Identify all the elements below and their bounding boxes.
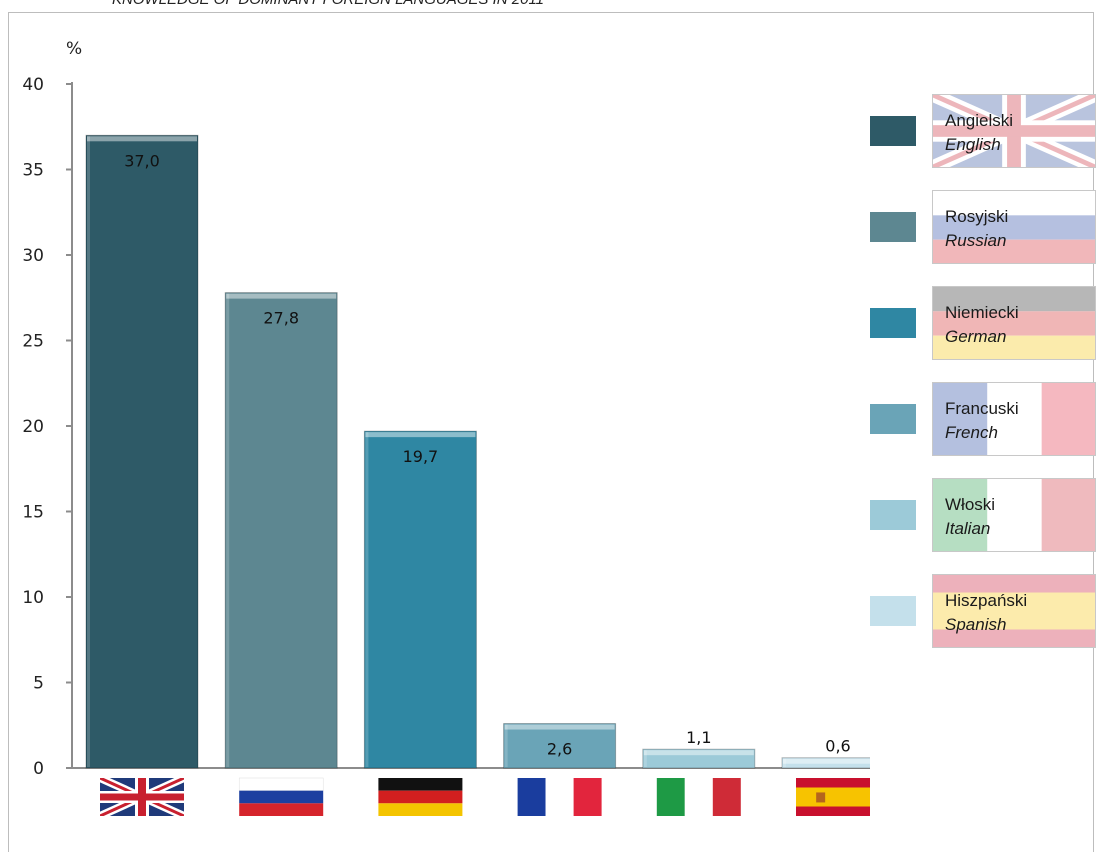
bar-value-label: 1,1	[686, 728, 711, 747]
y-tick-label: 10	[22, 588, 44, 608]
legend-polish-label: Niemiecki	[945, 303, 1019, 322]
uk-flag-icon	[100, 778, 184, 816]
legend-english-label: French	[945, 423, 998, 442]
bar-włoski	[642, 748, 756, 769]
y-tick-label: 40	[22, 75, 44, 95]
legend-item-spanish: Hiszpański Spanish	[870, 574, 1096, 650]
legend-polish-label: Włoski	[945, 495, 996, 514]
legend-label-box: Angielski English	[932, 94, 1096, 168]
legend-swatch	[870, 596, 916, 626]
legend-polish-label: Rosyjski	[945, 207, 1009, 226]
y-tick-label: 0	[33, 759, 44, 779]
bar-value-label: 27,8	[263, 309, 299, 328]
legend-polish-label: Angielski	[945, 111, 1014, 130]
russia-flag-icon	[933, 191, 1095, 263]
y-tick-label: 20	[22, 417, 44, 437]
spain-flag-icon	[933, 575, 1095, 647]
legend-english-label: Russian	[945, 231, 1007, 250]
bar-niemiecki	[363, 430, 477, 769]
y-tick-label: 25	[22, 332, 44, 352]
bar-body	[503, 723, 617, 769]
bar-bevel	[643, 750, 754, 756]
legend-label-box: Włoski Italian	[932, 478, 1096, 552]
y-tick-label: 5	[33, 674, 44, 694]
legend-label-box: Francuski French	[932, 382, 1096, 456]
y-tick-label: 35	[22, 161, 44, 181]
bar-body	[781, 757, 870, 769]
bar-chart: % 0 5 10 15 20 25 30 35 40 37,0 27,8 19,7 2,6 1,1 0,6	[22, 39, 870, 816]
legend-label-box: Hiszpański Spanish	[932, 574, 1096, 648]
italy-flag-icon	[656, 778, 741, 816]
legend-polish-label: Francuski	[945, 399, 1019, 418]
bar-value-label: 2,6	[547, 740, 572, 759]
y-tick-label: 30	[22, 246, 44, 266]
legend-swatch	[870, 404, 916, 434]
legend-label-box: Rosyjski Russian	[932, 190, 1096, 264]
bar-highlight	[226, 293, 230, 767]
legend-text: Hiszpański Spanish	[945, 589, 1027, 637]
legend-text: Francuski French	[945, 397, 1019, 445]
legend-text: Angielski English	[945, 109, 1013, 157]
bar-value-label: 37,0	[124, 151, 160, 170]
legend-english-label: Italian	[945, 519, 991, 538]
y-axis-unit-label: %	[66, 39, 82, 59]
bar-bevel	[365, 432, 476, 438]
legend-item-german: Niemiecki German	[870, 286, 1096, 362]
legend-english-label: English	[945, 135, 1001, 154]
legend-item-russian: Rosyjski Russian	[870, 190, 1096, 266]
legend-text: Niemiecki German	[945, 301, 1019, 349]
chart-caption: KNOWLEDGE OF DOMINANT FOREIGN LANGUAGES …	[112, 0, 544, 8]
legend-swatch	[870, 308, 916, 338]
bar-rosyjski	[224, 292, 338, 769]
germany-flag-icon	[378, 778, 463, 816]
bar-body	[363, 430, 477, 769]
legend-english-label: Spanish	[945, 615, 1007, 634]
russia-flag-icon	[238, 777, 324, 816]
italy-flag-icon	[933, 479, 1095, 551]
germany-flag-icon	[933, 287, 1095, 359]
bar-body	[224, 292, 338, 769]
uk-flag-icon	[933, 95, 1095, 167]
legend-item-french: Francuski French	[870, 382, 1096, 458]
legend-swatch	[870, 116, 916, 146]
bar-hiszpański	[781, 757, 870, 769]
bar-highlight	[643, 750, 647, 767]
bar-highlight	[783, 758, 786, 767]
legend-text: Włoski Italian	[945, 493, 995, 541]
bar-value-label: 19,7	[403, 447, 439, 466]
y-tick-label: 15	[22, 503, 44, 523]
legend-text: Rosyjski Russian	[945, 205, 1008, 253]
bar-bevel	[783, 758, 870, 764]
france-flag-icon	[517, 778, 602, 816]
bar-highlight	[504, 724, 508, 767]
bar-value-label: 0,6	[825, 737, 850, 756]
france-flag-icon	[933, 383, 1095, 455]
bar-bevel	[504, 724, 615, 730]
legend-item-italian: Włoski Italian	[870, 478, 1096, 554]
legend-swatch	[870, 212, 916, 242]
legend-item-english: Angielski English	[870, 94, 1096, 170]
bar-bevel	[87, 136, 197, 142]
legend-label-box: Niemiecki German	[932, 286, 1096, 360]
bar-highlight	[87, 136, 90, 768]
bar-highlight	[365, 432, 369, 767]
bar-body	[642, 748, 756, 769]
bar-body	[85, 134, 199, 769]
legend-polish-label: Hiszpański	[945, 591, 1028, 610]
bar-francuski	[503, 723, 617, 769]
legend-english-label: German	[945, 327, 1007, 346]
legend-swatch	[870, 500, 916, 530]
spain-flag-icon	[796, 778, 870, 816]
bar-bevel	[226, 293, 337, 299]
bar-angielski	[85, 134, 199, 769]
